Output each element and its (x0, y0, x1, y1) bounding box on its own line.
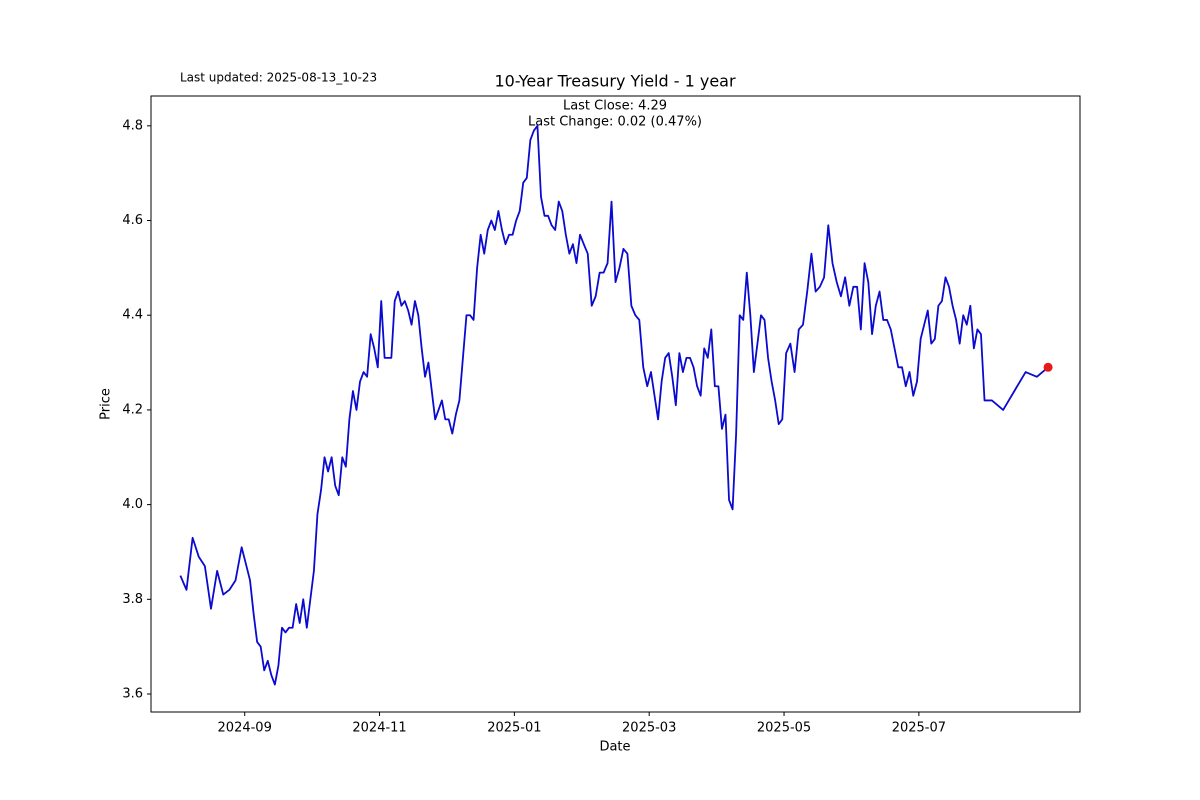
y-tick-label: 3.8 (122, 592, 143, 607)
x-tick-label: 2024-11 (352, 721, 406, 736)
x-axis-label: Date (599, 740, 630, 755)
line-series (179, 124, 1049, 686)
y-tick-label: 4.6 (122, 213, 143, 228)
y-axis-label: Price (99, 388, 114, 420)
y-tick-label: 4.0 (122, 497, 143, 512)
plot-frame (150, 95, 1081, 713)
x-tick-label: 2025-01 (487, 721, 541, 736)
x-tick-label: 2025-03 (622, 721, 676, 736)
y-tick-label: 4.2 (122, 402, 143, 417)
y-tick-label: 3.6 (122, 687, 143, 702)
y-tick-label: 4.4 (122, 308, 143, 323)
annotation: Last Change: 0.02 (0.47%) (528, 115, 702, 130)
x-tick-label: 2024-09 (218, 721, 272, 736)
annotation: Last Close: 4.29 (563, 99, 667, 114)
y-tick-label: 4.8 (122, 118, 143, 133)
last-point (1043, 362, 1053, 372)
x-tick-label: 2025-07 (892, 721, 946, 736)
x-tick-label: 2025-05 (757, 721, 811, 736)
chart-title: 10-Year Treasury Yield - 1 year (494, 72, 736, 91)
last-updated: Last updated: 2025-08-13_10-23 (180, 71, 377, 85)
